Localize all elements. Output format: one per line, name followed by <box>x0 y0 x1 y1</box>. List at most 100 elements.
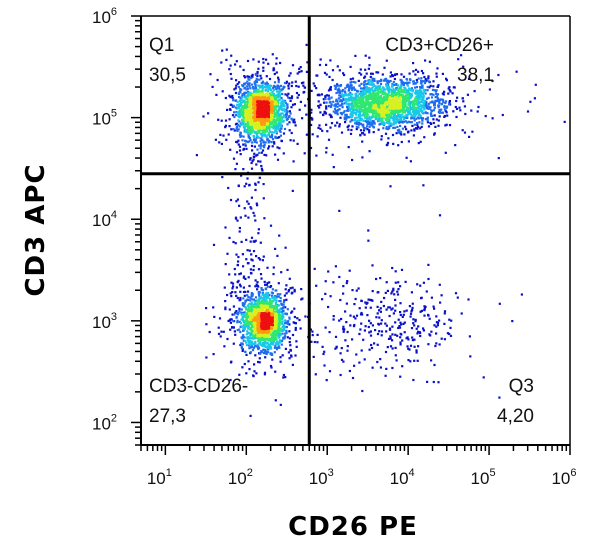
event-dot <box>287 290 290 293</box>
event-dot <box>425 79 428 82</box>
event-dot <box>296 72 299 75</box>
event-dot <box>356 121 359 124</box>
event-dot <box>414 68 418 71</box>
event-dot <box>407 111 410 114</box>
event-dot <box>233 111 236 114</box>
event-dot <box>378 103 381 106</box>
event-dot <box>226 337 229 341</box>
event-dot <box>375 94 378 97</box>
event-dot <box>374 107 377 110</box>
event-dot <box>249 240 252 243</box>
event-dot <box>445 77 448 80</box>
event-dot <box>387 122 390 125</box>
event-dot <box>350 112 353 115</box>
event-dot <box>428 107 431 110</box>
event-dot <box>393 89 396 92</box>
event-dot <box>289 344 292 347</box>
event-dot <box>242 313 245 316</box>
event-dot <box>233 267 236 271</box>
event-dot <box>501 113 504 117</box>
event-dot <box>251 309 254 312</box>
event-dot <box>374 89 377 92</box>
event-dot <box>271 138 275 141</box>
event-dot <box>241 253 244 256</box>
event-dot <box>368 64 371 67</box>
event-dot <box>243 302 246 305</box>
event-dot <box>259 147 262 150</box>
event-dot <box>274 289 277 292</box>
event-dot <box>409 121 412 124</box>
event-dot <box>248 112 251 115</box>
event-dot <box>430 359 433 362</box>
event-dot <box>285 116 288 119</box>
event-dot <box>253 313 256 316</box>
event-dot <box>394 96 397 99</box>
event-dot <box>476 110 479 113</box>
event-dot <box>273 141 276 144</box>
event-dot <box>396 92 399 95</box>
event-dot <box>281 354 284 357</box>
event-dot <box>436 67 439 70</box>
event-dot <box>327 94 330 97</box>
event-dot <box>363 329 366 332</box>
event-dot <box>279 299 282 303</box>
event-dot <box>368 115 371 118</box>
event-dot <box>258 351 262 355</box>
event-dot <box>278 341 281 344</box>
event-dot <box>374 116 378 119</box>
event-dot <box>250 115 253 118</box>
event-dot <box>391 347 394 350</box>
event-dot <box>411 90 414 93</box>
event-dot <box>267 134 270 137</box>
event-dot <box>231 96 234 100</box>
event-dot <box>392 287 395 290</box>
event-dot <box>392 126 395 129</box>
event-dot <box>444 109 447 112</box>
event-dot <box>302 91 305 94</box>
event-dot <box>393 83 396 86</box>
event-dot <box>252 322 255 325</box>
event-dot <box>399 302 402 305</box>
event-dot <box>253 130 256 133</box>
event-dot <box>272 92 275 96</box>
event-dot <box>435 89 438 92</box>
event-dot <box>244 116 247 119</box>
event-dot <box>398 95 401 98</box>
event-dot <box>283 110 287 113</box>
event-dot <box>363 75 367 78</box>
event-dot <box>406 115 409 118</box>
event-dot <box>372 107 375 110</box>
event-dot <box>275 314 278 317</box>
event-dot <box>419 116 422 119</box>
event-dot <box>333 104 336 107</box>
event-dot <box>275 102 279 105</box>
event-dot <box>373 104 376 107</box>
event-dot <box>243 320 246 323</box>
event-dot <box>251 292 254 296</box>
event-dot <box>437 84 440 87</box>
event-dot <box>238 81 241 84</box>
event-dot <box>404 81 407 85</box>
event-dot <box>247 309 250 312</box>
event-dot <box>345 84 349 87</box>
event-dot <box>272 308 275 311</box>
event-dot <box>410 121 413 124</box>
event-dot <box>256 153 259 156</box>
event-dot <box>231 313 234 316</box>
event-dot <box>329 295 332 298</box>
event-dot <box>207 112 210 115</box>
event-dot <box>362 123 365 126</box>
event-dot <box>315 87 318 90</box>
event-dot <box>441 111 445 114</box>
event-dot <box>250 314 253 317</box>
event-dot <box>380 135 383 138</box>
event-dot <box>277 78 280 81</box>
event-dot <box>391 366 394 370</box>
event-dot <box>446 39 449 42</box>
event-dot <box>426 119 429 122</box>
event-dot <box>405 78 408 81</box>
event-dot <box>349 99 352 102</box>
event-dot <box>288 357 291 360</box>
event-dot <box>365 114 368 118</box>
event-dot <box>365 92 368 95</box>
